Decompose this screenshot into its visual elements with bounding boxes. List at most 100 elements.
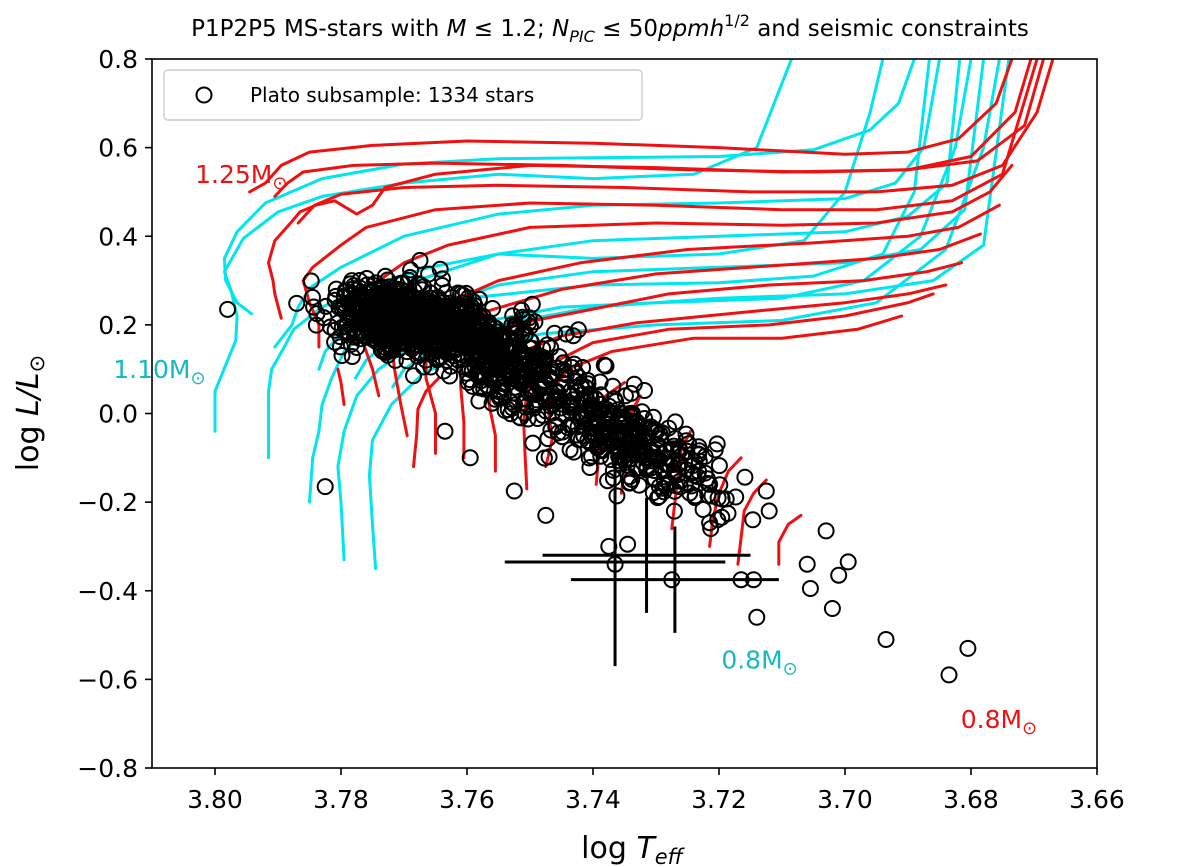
star-point	[473, 354, 491, 372]
x-tick-label: 3.78	[313, 785, 369, 814]
y-tick-label: −0.4	[77, 577, 138, 606]
track-red-29	[336, 367, 346, 407]
star-point	[569, 321, 587, 339]
star-point	[529, 410, 547, 427]
star-point	[379, 346, 397, 364]
star-point	[655, 483, 673, 501]
track-red-28	[412, 376, 441, 469]
star-point	[595, 356, 613, 374]
star-point	[444, 304, 462, 322]
star-point	[511, 343, 529, 361]
star-point	[422, 358, 440, 376]
star-point	[744, 511, 762, 529]
star-point	[398, 352, 416, 370]
star-point	[398, 343, 416, 361]
star-point	[547, 416, 565, 434]
x-tick-label: 3.72	[691, 785, 747, 814]
x-tick-label: 3.76	[439, 785, 495, 814]
star-point	[619, 535, 637, 553]
star-point	[478, 316, 496, 334]
star-point	[316, 478, 334, 496]
plot-area	[213, 59, 1055, 684]
star-point	[431, 260, 449, 278]
star-point	[524, 434, 542, 452]
star-point	[479, 377, 497, 395]
star-point	[461, 449, 479, 467]
star-point	[405, 367, 422, 385]
star-point	[959, 639, 977, 657]
star-point	[449, 351, 467, 369]
x-tick-label: 3.70	[817, 785, 873, 814]
star-point	[388, 327, 406, 345]
star-point	[433, 277, 451, 294]
star-point	[690, 446, 708, 464]
star-point	[523, 295, 541, 313]
track-red-18	[459, 261, 963, 460]
track-red-13	[267, 59, 1045, 320]
star-point	[681, 484, 699, 502]
star-point	[642, 418, 660, 436]
star-point	[338, 314, 356, 332]
star-point	[505, 482, 523, 500]
star-point	[530, 347, 548, 365]
star-point	[343, 348, 361, 365]
star-point	[625, 375, 643, 393]
star-point	[378, 305, 396, 323]
star-point	[690, 462, 708, 480]
star-point	[441, 367, 459, 385]
star-point	[506, 396, 524, 414]
mass-label: 0.8M⊙	[721, 645, 797, 679]
star-points	[219, 251, 977, 684]
track-red-21	[544, 314, 904, 469]
star-point	[219, 300, 237, 318]
track-cyan-5	[213, 59, 793, 433]
star-point	[497, 358, 515, 376]
star-point	[630, 476, 648, 494]
star-point	[288, 294, 306, 312]
star-point	[607, 393, 625, 411]
y-axis-ticks: 0.8 0.6 0.4 0.2 0.0 −0.2 −0.4 −0.6 −0.8	[77, 45, 152, 783]
y-tick-label: −0.6	[77, 665, 138, 694]
star-point	[676, 474, 694, 492]
star-point	[506, 378, 524, 396]
star-point	[543, 404, 561, 422]
track-red-10	[248, 59, 1014, 194]
star-point	[557, 325, 575, 343]
star-point	[665, 502, 683, 520]
star-point	[333, 347, 351, 364]
star-point	[709, 489, 727, 507]
track-red-17	[424, 232, 982, 455]
star-point	[427, 341, 445, 359]
y-tick-label: 0.8	[98, 45, 138, 74]
star-point	[542, 339, 560, 357]
star-point	[649, 489, 667, 507]
y-tick-label: 0.0	[98, 400, 138, 429]
star-point	[421, 324, 439, 342]
legend-label: Plato subsample: 1334 stars	[250, 83, 534, 107]
star-point	[331, 338, 349, 356]
star-point	[624, 408, 642, 426]
star-point	[701, 475, 719, 493]
star-point	[304, 288, 321, 306]
star-point	[654, 462, 672, 480]
star-point	[760, 502, 778, 520]
star-point	[621, 474, 638, 492]
star-point	[537, 506, 555, 524]
track-red-20	[522, 292, 935, 491]
x-tick-label: 3.66	[1069, 785, 1125, 814]
y-tick-label: −0.2	[77, 488, 138, 517]
star-point	[326, 333, 344, 351]
legend-box	[163, 69, 643, 121]
star-point	[514, 346, 531, 364]
star-point	[404, 294, 422, 312]
star-point	[823, 600, 841, 617]
x-axis-ticks: 3.80 3.78 3.76 3.74 3.72 3.70 3.68 3.66	[187, 768, 1125, 814]
star-point	[439, 308, 457, 326]
star-point	[660, 419, 678, 437]
star-point	[719, 504, 737, 522]
star-point	[470, 392, 488, 410]
star-point	[696, 447, 714, 465]
star-point	[504, 307, 522, 325]
star-point	[452, 285, 470, 303]
